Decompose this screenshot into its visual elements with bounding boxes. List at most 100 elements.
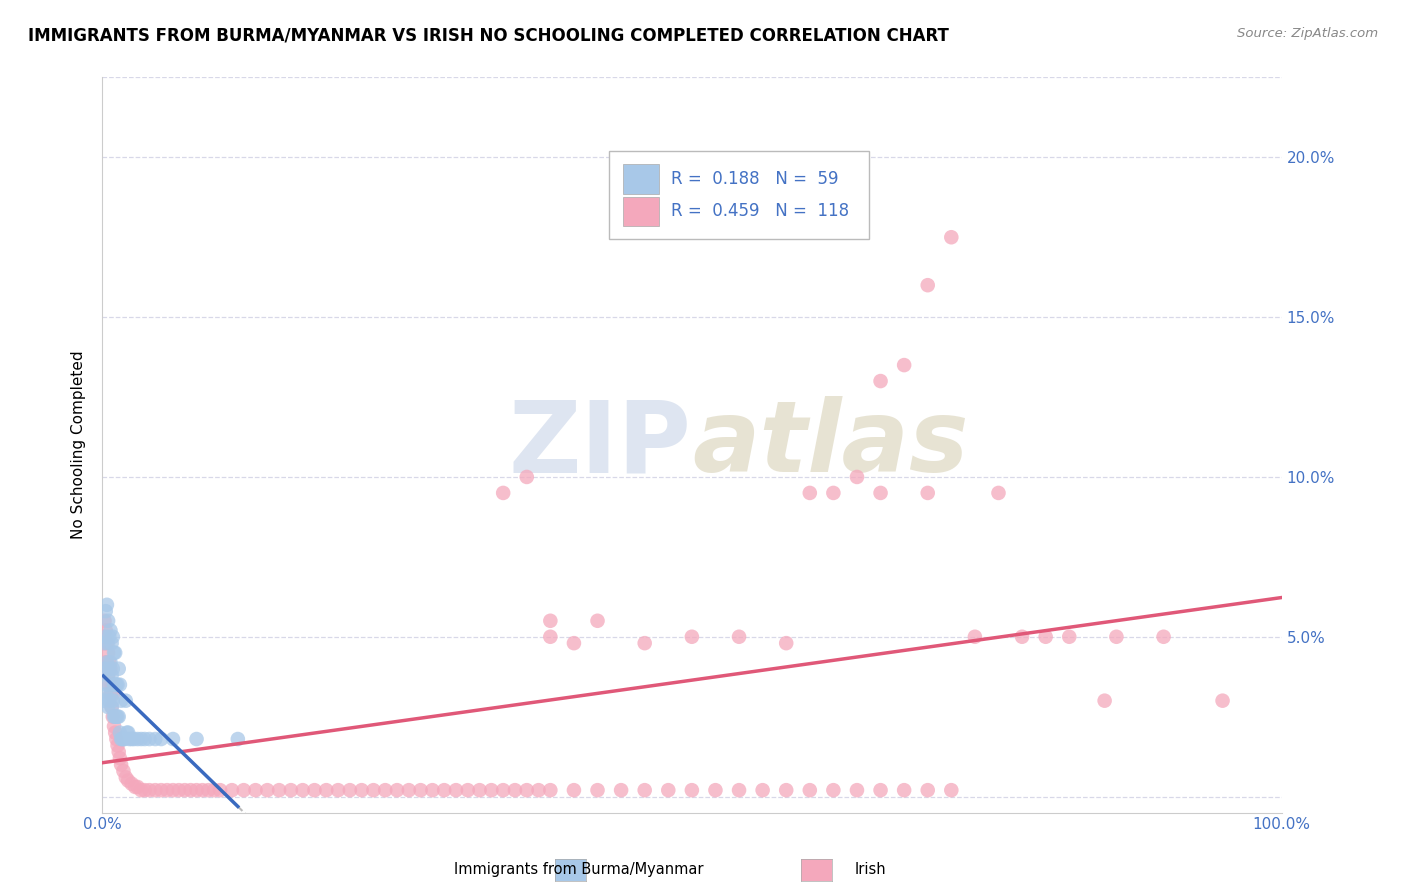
Text: Source: ZipAtlas.com: Source: ZipAtlas.com (1237, 27, 1378, 40)
FancyBboxPatch shape (609, 151, 869, 239)
Point (823, 783, 845, 797)
Point (1011, 630, 1033, 644)
Point (100, 700, 122, 714)
Point (100, 668, 122, 682)
Point (138, 732, 160, 747)
Point (280, 783, 302, 797)
Point (232, 783, 254, 797)
Point (610, 783, 633, 797)
Text: R =  0.459   N =  118: R = 0.459 N = 118 (671, 202, 849, 220)
Point (433, 783, 456, 797)
Point (186, 732, 208, 747)
Point (339, 783, 361, 797)
Point (112, 764, 135, 778)
Point (114, 771, 136, 785)
Point (121, 777, 143, 791)
Point (103, 719, 125, 733)
Point (138, 783, 160, 797)
Point (93, 614, 115, 628)
Point (492, 486, 515, 500)
Point (150, 783, 173, 797)
Point (156, 783, 179, 797)
Point (385, 783, 408, 797)
Point (104, 646, 127, 660)
Point (245, 783, 267, 797)
Point (479, 783, 502, 797)
Text: Irish: Irish (855, 863, 886, 877)
Point (93, 630, 115, 644)
Point (97, 614, 120, 628)
Point (94, 687, 117, 701)
Point (941, 230, 963, 244)
Point (350, 783, 373, 797)
Point (869, 374, 891, 388)
Point (121, 732, 143, 747)
Point (129, 732, 152, 747)
Point (117, 773, 139, 788)
Point (108, 678, 131, 692)
Point (799, 486, 821, 500)
Point (96, 662, 118, 676)
Point (398, 783, 420, 797)
Point (869, 783, 891, 797)
Point (93, 662, 115, 676)
Point (681, 630, 703, 644)
Point (167, 783, 190, 797)
Point (112, 732, 135, 747)
Point (893, 783, 915, 797)
Point (1057, 630, 1080, 644)
Point (751, 783, 773, 797)
Point (704, 783, 727, 797)
Point (110, 732, 132, 747)
Point (492, 783, 515, 797)
Point (97, 646, 120, 660)
Point (105, 732, 128, 747)
Point (100, 678, 122, 692)
Point (98, 656, 121, 670)
Point (409, 783, 432, 797)
Text: IMMIGRANTS FROM BURMA/MYANMAR VS IRISH NO SCHOOLING COMPLETED CORRELATION CHART: IMMIGRANTS FROM BURMA/MYANMAR VS IRISH N… (28, 27, 949, 45)
Point (963, 630, 986, 644)
Point (987, 486, 1010, 500)
Point (94, 630, 117, 644)
Point (94, 624, 117, 638)
Point (657, 783, 679, 797)
Point (104, 725, 127, 739)
Point (93, 636, 115, 650)
Point (97, 700, 120, 714)
Point (108, 725, 131, 739)
Point (100, 662, 122, 676)
Point (893, 358, 915, 372)
Point (941, 783, 963, 797)
Point (114, 694, 136, 708)
Point (457, 783, 479, 797)
Point (94, 604, 117, 618)
Point (96, 678, 118, 692)
Point (186, 783, 208, 797)
Point (104, 709, 127, 723)
Point (101, 630, 124, 644)
Point (108, 751, 131, 765)
Point (96, 598, 118, 612)
Point (728, 783, 751, 797)
Point (124, 780, 146, 794)
Text: atlas: atlas (692, 396, 969, 493)
Point (269, 783, 291, 797)
Point (1105, 630, 1128, 644)
Point (107, 678, 129, 692)
Text: Immigrants from Burma/Myanmar: Immigrants from Burma/Myanmar (454, 863, 703, 877)
Text: ZIP: ZIP (509, 396, 692, 493)
Point (823, 486, 845, 500)
Point (100, 687, 122, 701)
Point (97, 668, 120, 682)
Point (107, 739, 129, 753)
FancyBboxPatch shape (623, 196, 659, 226)
Point (114, 732, 136, 747)
Point (107, 745, 129, 759)
Point (143, 783, 166, 797)
Point (326, 783, 349, 797)
Point (103, 646, 125, 660)
Point (1094, 694, 1116, 708)
Point (107, 709, 129, 723)
Point (586, 614, 609, 628)
